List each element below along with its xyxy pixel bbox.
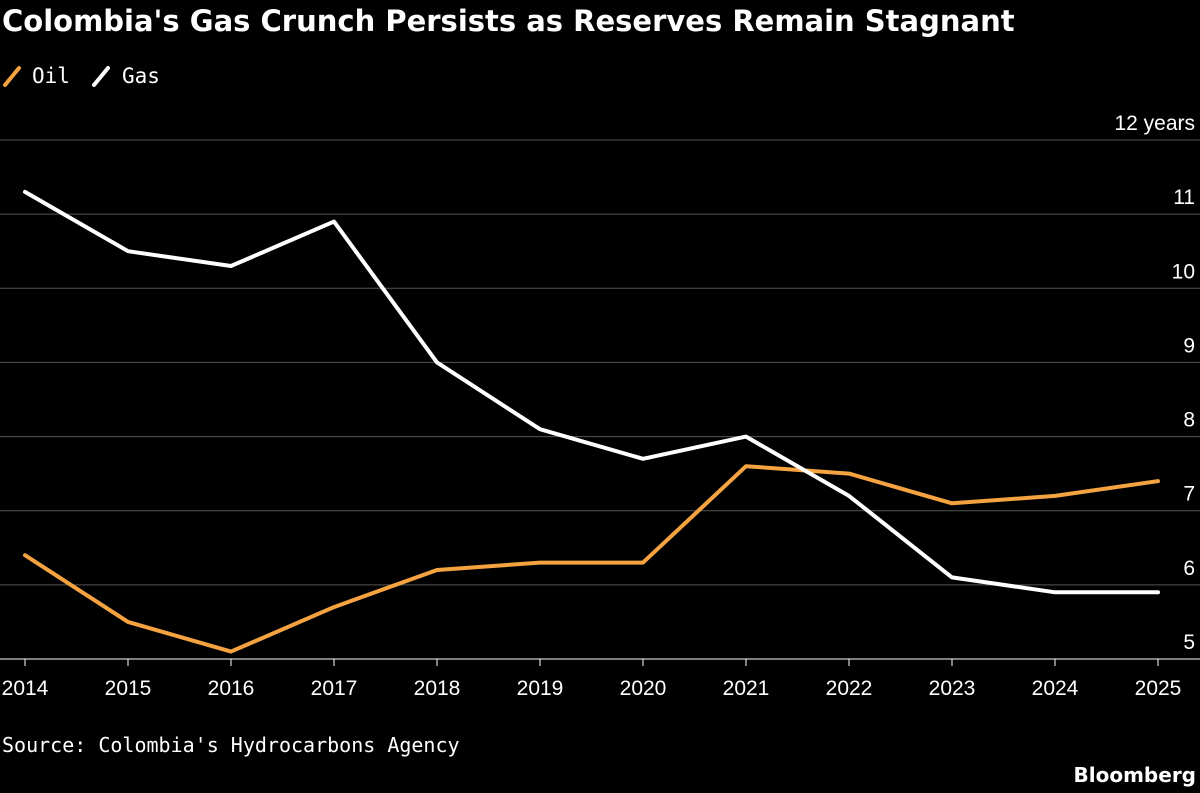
legend-label-gas: Gas (122, 64, 160, 88)
x-tick-label: 2020 (620, 677, 667, 700)
x-tick-label: 2014 (2, 677, 49, 700)
gas-swatch-icon (92, 66, 110, 87)
x-tick-label: 2022 (826, 677, 873, 700)
series-lines (23, 189, 1160, 654)
legend: Oil Gas (3, 64, 160, 88)
x-tick-label: 2017 (311, 677, 358, 700)
y-axis-tick-labels: 5 6 7 8 9 10 11 12 years (1114, 112, 1195, 654)
x-tick-label: 2023 (929, 677, 976, 700)
y-tick-label: 12 years (1114, 112, 1195, 135)
x-axis-tick-labels: 2014 2015 2016 2017 2018 2019 2020 2021 2022 2023… (2, 677, 1182, 700)
x-tick-label: 2025 (1135, 677, 1182, 700)
x-tick-label: 2024 (1032, 677, 1079, 700)
source-note: Source: Colombia's Hydrocarbons Agency (2, 733, 460, 757)
x-tick-label: 2019 (517, 677, 564, 700)
y-tick-label: 9 (1183, 334, 1195, 357)
x-tick-label: 2015 (105, 677, 152, 700)
series-line-oil (23, 464, 1160, 654)
x-tick-label: 2021 (723, 677, 770, 700)
y-tick-label: 11 (1173, 186, 1195, 209)
legend-label-oil: Oil (32, 64, 70, 88)
legend-item-oil: Oil (3, 64, 70, 88)
oil-swatch-icon (3, 66, 21, 87)
y-tick-label: 5 (1183, 631, 1195, 654)
gridlines (0, 139, 1200, 660)
legend-item-gas: Gas (92, 64, 160, 88)
y-tick-label: 10 (1172, 260, 1195, 283)
x-tick-label: 2016 (208, 677, 255, 700)
x-tick-label: 2018 (414, 677, 461, 700)
x-axis-ticks (24, 659, 1159, 666)
bloomberg-logo: Bloomberg (1074, 763, 1196, 787)
chart-title: Colombia's Gas Crunch Persists as Reserv… (2, 4, 1015, 38)
y-tick-label: 6 (1183, 557, 1195, 580)
y-tick-label: 7 (1183, 483, 1195, 506)
y-tick-label: 8 (1183, 409, 1195, 432)
series-line-gas (23, 189, 1160, 595)
